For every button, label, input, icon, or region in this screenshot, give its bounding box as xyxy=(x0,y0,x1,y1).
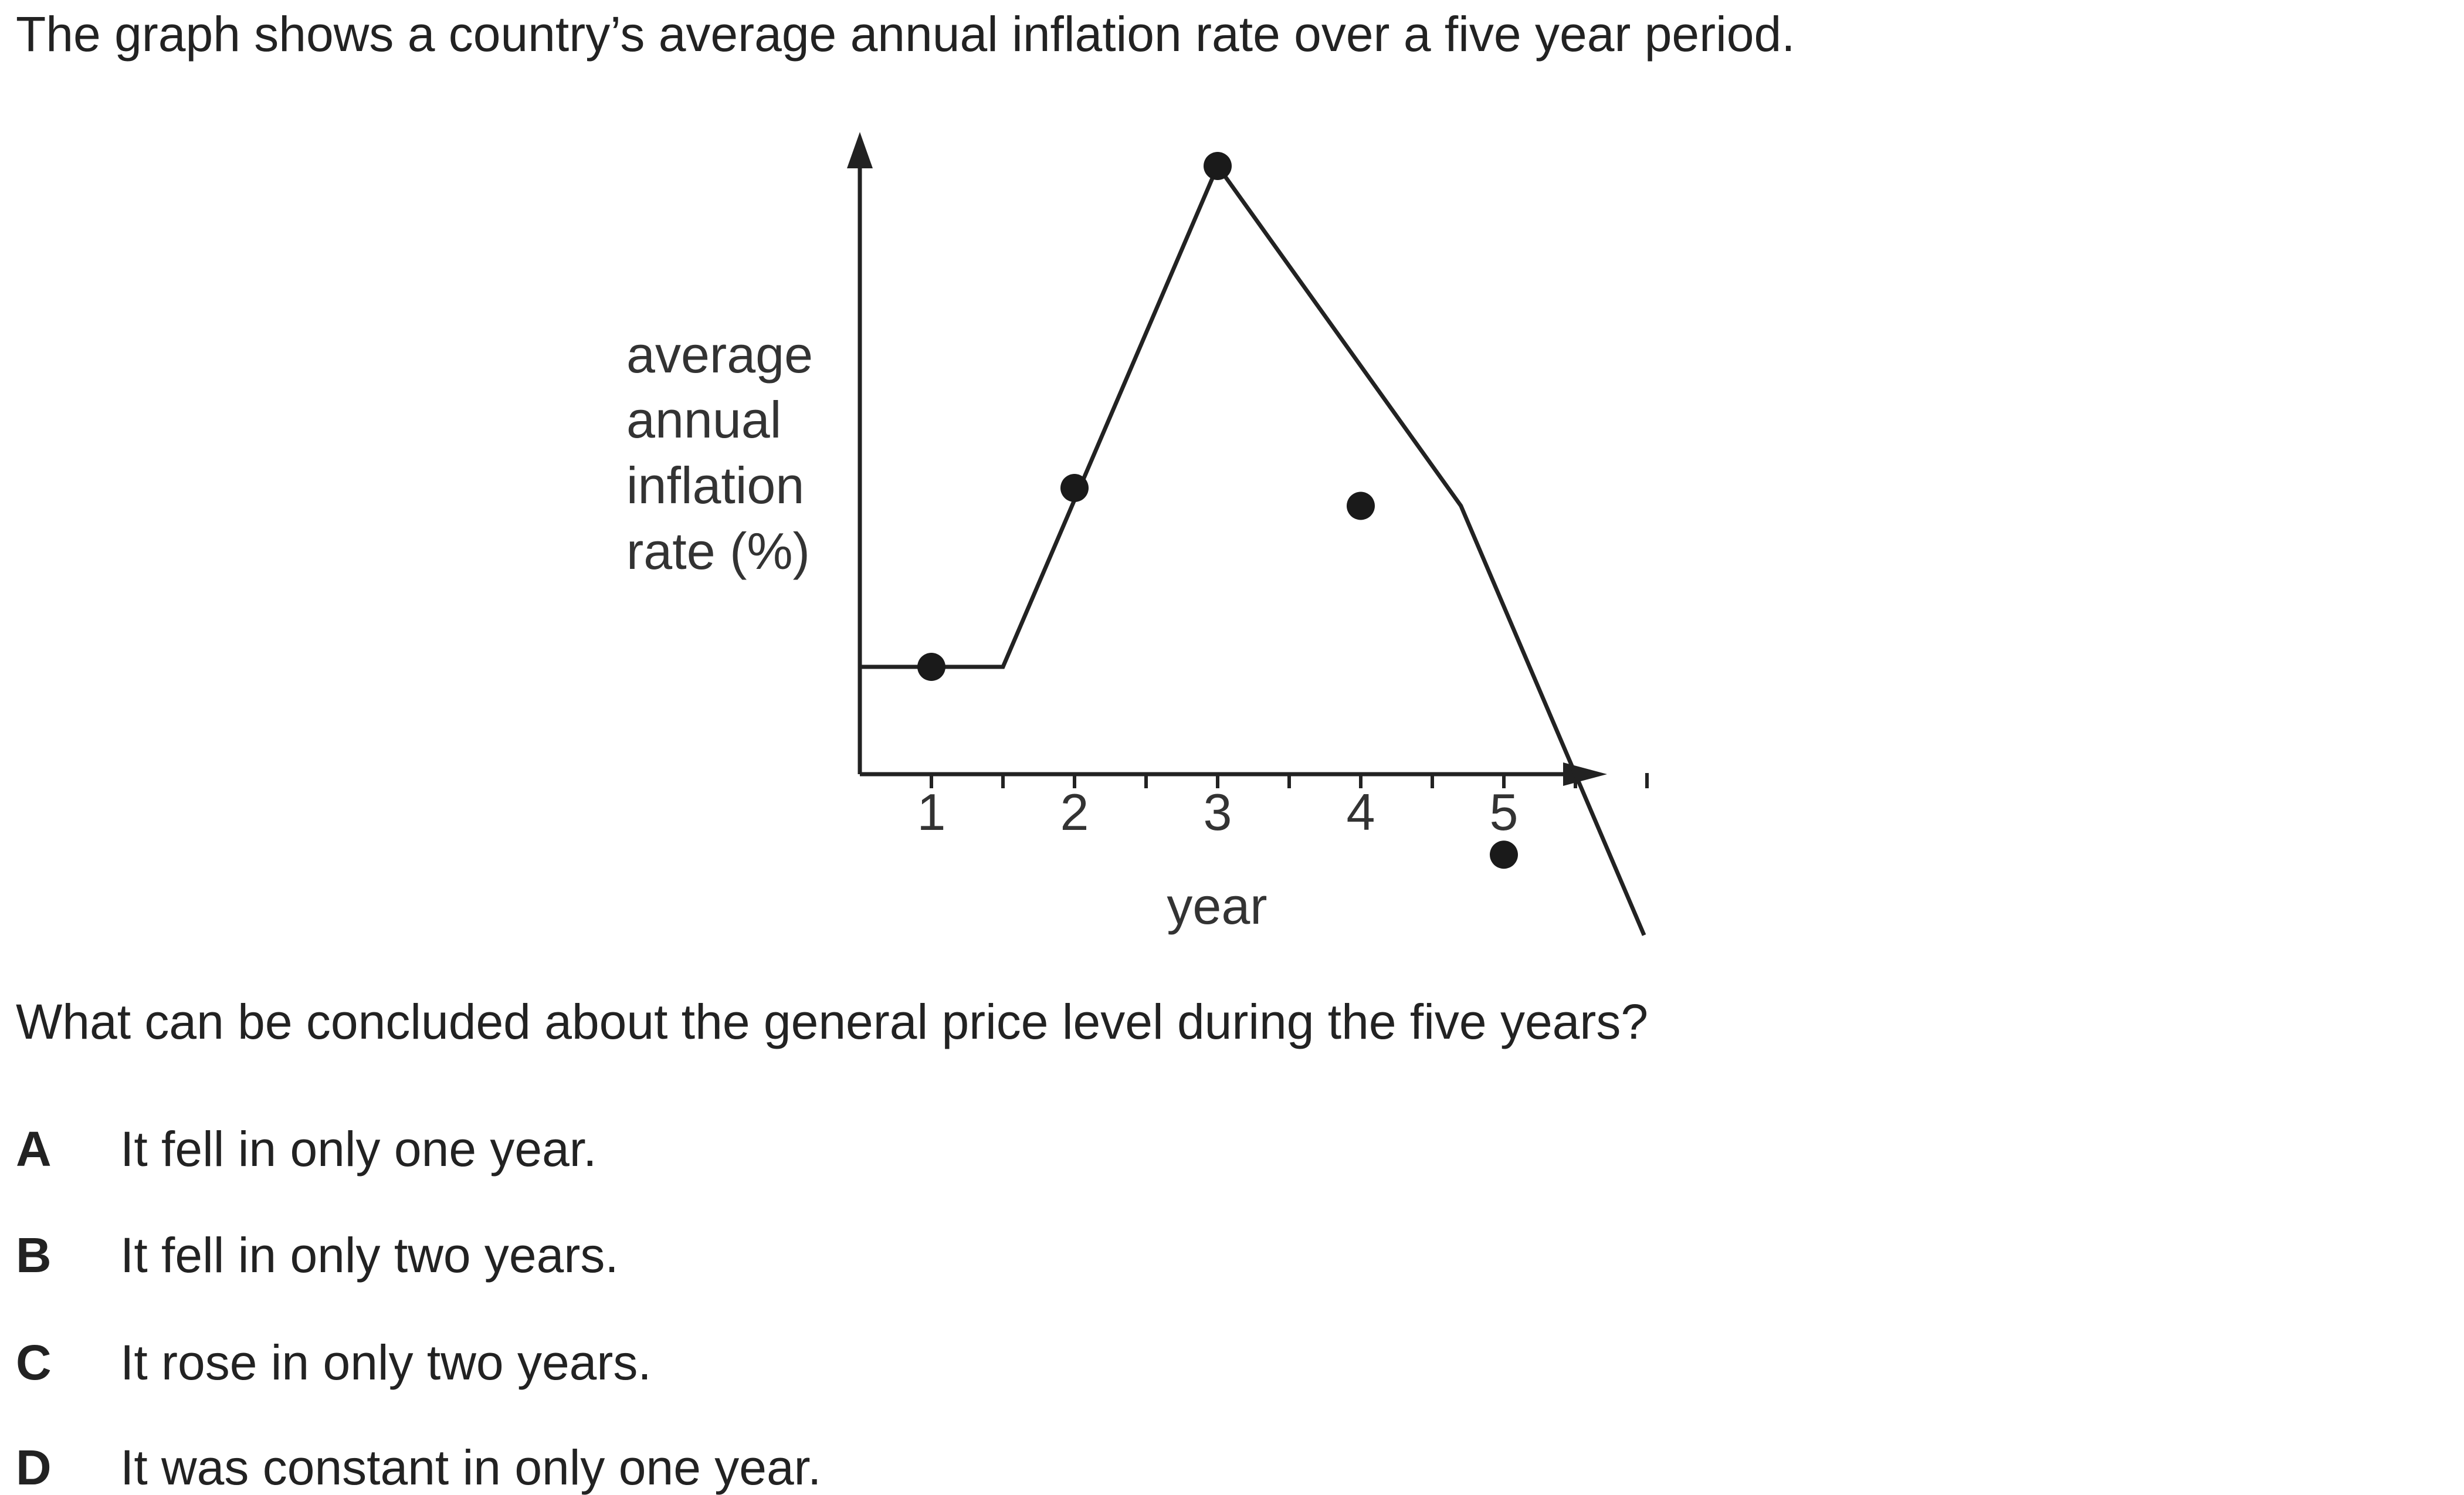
option-d-letter: D xyxy=(16,1440,52,1495)
x-tick-label: 2 xyxy=(1060,783,1089,841)
question-text: What can be concluded about the general … xyxy=(16,994,1649,1049)
inflation-line-chart: average annual inflation rate (%) 1 2 3 4 5 yea… xyxy=(626,132,1649,936)
option-d-text: It was constant in only one year. xyxy=(120,1440,822,1495)
x-tick-label: 1 xyxy=(917,783,946,841)
x-tick-label: 3 xyxy=(1204,783,1232,841)
option-b-text: It fell in only two years. xyxy=(120,1228,619,1283)
y-axis-label-line: inflation xyxy=(626,456,804,514)
option-b-letter: B xyxy=(16,1228,52,1283)
data-point xyxy=(1060,474,1089,502)
x-axis-label: year xyxy=(1167,877,1267,935)
y-axis-label-line: average xyxy=(626,326,813,384)
data-point xyxy=(1490,840,1518,869)
intro-text: The graph shows a country’s average annu… xyxy=(16,6,1795,62)
option-a-text: It fell in only one year. xyxy=(120,1121,597,1177)
y-axis-label-line: rate (%) xyxy=(626,522,810,580)
y-axis-label-line: annual xyxy=(626,391,781,449)
option-c-letter: C xyxy=(16,1335,52,1390)
x-tick-label: 5 xyxy=(1490,783,1519,841)
option-c-text: It rose in only two years. xyxy=(120,1335,652,1390)
y-axis-arrow xyxy=(847,132,873,168)
x-tick-label: 4 xyxy=(1347,783,1375,841)
option-a-letter: A xyxy=(16,1121,52,1177)
y-axis-label: average annual inflation rate (%) xyxy=(626,326,813,580)
inflation-series-line xyxy=(860,161,1646,936)
data-point xyxy=(1204,152,1232,180)
data-point xyxy=(1347,491,1375,520)
data-point xyxy=(917,653,945,681)
